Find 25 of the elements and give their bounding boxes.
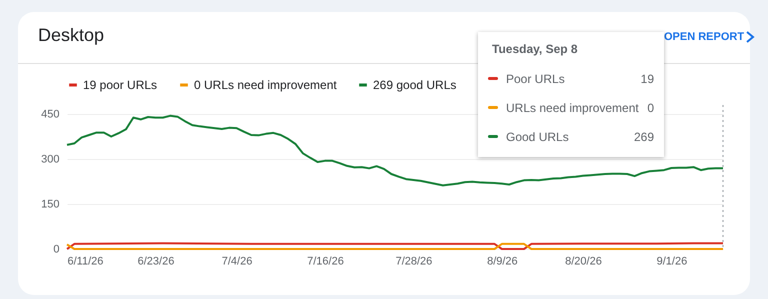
y-tick-label: 450 [41,108,60,120]
annotation: Good URLs [506,130,570,144]
annotation: 269 [634,130,654,144]
x-tick-label: 8/20/26 [565,256,602,268]
x-tick-label: 6/23/26 [138,256,174,268]
y-tick-label: 0 [53,244,60,256]
x-tick-label: 8/9/26 [487,256,518,268]
x-tick-label: 7/4/26 [222,256,252,268]
x-tick-label: 6/11/26 [68,256,104,268]
text: OPEN REPORT [664,30,744,43]
text: 19 [640,72,654,86]
y-tick-label: 300 [41,154,60,166]
chart-title: Desktop [38,25,104,46]
text: Tuesday, Sep 8 [491,42,579,58]
legend-label: 19 poor URLs [83,78,158,92]
text: Poor URLs [506,72,566,86]
x-tick-label: 7/28/26 [396,256,432,268]
annotation: 0 [647,100,654,114]
x-tick-label: 9/1/26 [656,256,688,268]
legend-label: 0 URLs need improvement [194,78,338,92]
x-tick-label: 7/16/26 [307,256,344,268]
annotation: URLs need improvement [506,100,640,114]
line-series [66,114,724,186]
legend-label: 269 good URLs [373,78,456,92]
y-tick-label: 150 [41,198,60,210]
